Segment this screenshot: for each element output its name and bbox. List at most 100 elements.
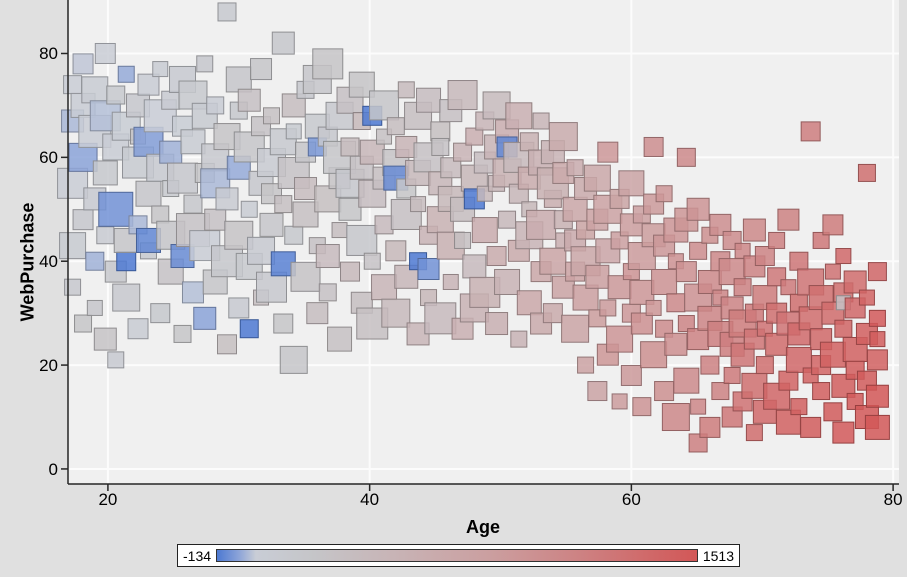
data-point-marker [217,334,238,355]
legend-max-label: 1513 [702,547,734,564]
data-point-marker [611,393,628,410]
data-point-marker [831,373,856,398]
data-point-marker [561,314,590,343]
data-point-marker [566,159,584,177]
data-point-marker [454,231,472,249]
data-point-marker [385,240,407,262]
data-point-marker [255,271,287,303]
data-point-marker [843,270,867,294]
data-point-marker [135,180,162,207]
data-point-marker [516,290,542,316]
data-point-marker [655,185,673,203]
data-point-marker [410,196,427,213]
data-point-marker [585,264,610,289]
data-point-marker [204,208,227,231]
data-point-marker [74,314,93,333]
data-point-marker [539,247,567,275]
data-point-marker [733,278,752,297]
data-point-marker [505,102,533,130]
data-point-marker [532,112,550,130]
data-point-marker [676,147,696,167]
data-point-marker [548,122,578,152]
x-axis-tick-label: 20 [98,490,118,509]
data-point-marker [285,123,302,140]
data-point-marker [274,195,293,214]
data-point-marker [68,142,98,172]
data-point-marker [262,107,280,125]
data-point-marker [640,341,668,369]
data-point-marker [822,214,844,236]
data-point-marker [645,299,662,316]
data-point-marker [723,366,741,384]
data-point-marker [834,319,853,338]
data-point-marker [785,346,812,373]
data-point-marker [318,283,337,302]
data-point-marker [72,209,94,231]
data-point-marker [59,232,87,260]
data-point-marker [215,187,239,211]
data-point-marker [775,409,801,435]
data-point-marker [654,381,675,402]
data-point-marker [812,382,831,401]
data-point-marker [440,157,462,179]
data-point-marker [273,313,294,334]
data-point-marker [338,197,362,221]
data-point-marker [94,42,116,64]
data-point-marker [572,284,599,311]
data-point-marker [562,196,588,222]
data-point-marker [798,306,823,331]
data-point-marker [281,93,306,118]
data-point-marker [117,65,135,83]
data-point-marker [206,96,225,115]
data-point-marker [346,224,378,256]
data-point-marker [485,312,509,336]
data-point-marker [494,268,521,295]
data-point-marker [673,367,700,394]
data-point-marker [315,244,340,269]
data-point-marker [250,58,273,81]
data-point-marker [247,236,276,265]
data-point-marker [327,326,353,352]
data-point-marker [688,433,708,453]
data-point-marker [599,299,617,317]
data-point-marker [777,208,800,231]
data-point-marker [866,349,888,371]
data-point-marker [424,302,457,335]
data-point-marker [595,238,621,264]
data-point-marker [526,209,557,240]
data-point-marker [290,261,321,292]
data-point-marker [98,191,134,227]
data-point-marker [780,279,797,296]
data-point-marker [417,258,440,281]
data-point-marker [240,200,258,218]
data-point-marker [180,129,206,155]
data-point-marker [819,341,846,368]
data-point-marker [340,137,360,157]
x-axis-tick-label: 60 [621,490,641,509]
y-axis-tick-label: 0 [48,459,58,479]
data-point-marker [196,55,214,73]
data-point-marker [790,398,808,416]
data-point-marker [686,197,710,221]
data-point-marker [85,251,105,271]
data-point-marker [279,345,308,374]
data-point-marker [150,303,171,324]
data-point-marker [765,332,789,356]
data-point-marker [306,302,329,325]
data-point-marker [259,212,284,237]
data-point-marker [217,2,237,22]
data-point-marker [374,215,394,235]
data-point-marker [824,263,841,280]
data-point-marker [237,88,261,112]
data-point-marker [63,75,83,95]
data-point-marker [734,242,751,259]
data-point-marker [675,261,697,283]
data-point-marker [191,102,218,129]
data-point-marker [756,320,773,337]
data-point-marker [721,406,743,428]
data-point-marker [620,364,642,386]
data-point-marker [577,356,595,374]
data-point-marker [416,87,442,113]
data-point-marker [651,268,678,295]
